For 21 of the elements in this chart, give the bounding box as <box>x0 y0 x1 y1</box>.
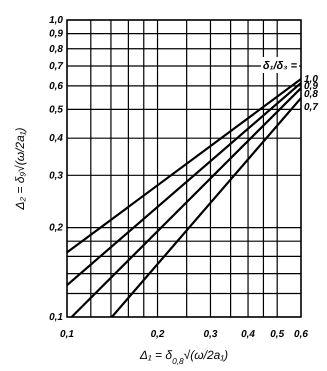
x-tick-label: 0,3 <box>204 329 218 340</box>
x-tick-label: 0,2 <box>150 329 165 340</box>
series-label: 0,7 <box>304 102 318 114</box>
series-label: 0,8 <box>304 89 318 100</box>
y-tick-label: 0,1 <box>49 312 64 323</box>
legend-title: δ₁/δ₃ = <box>262 60 298 72</box>
y-tick-label: 0,2 <box>49 222 64 234</box>
y-tick-label: 0,8 <box>49 44 64 55</box>
y-tick-label: 0,3 <box>49 170 64 182</box>
y-tick-label: 0,5 <box>49 104 64 116</box>
y-tick-label: 0,9 <box>49 28 64 40</box>
x-tick-label: 0,6 <box>294 329 308 340</box>
y-tick-label: 0,7 <box>49 61 64 72</box>
y-tick-label: 1,0 <box>49 15 64 26</box>
x-tick-label: 0,5 <box>270 329 285 340</box>
x-tick-label: 0,1 <box>60 329 74 340</box>
x-tick-label: 0,4 <box>241 329 256 340</box>
y-tick-label: 0,6 <box>49 80 64 92</box>
x-axis-title: Δ₁ = δ$_{0,8}$√(ω/2a₁) <box>138 348 228 366</box>
y-tick-label: 0,4 <box>49 133 64 144</box>
y-axis-title: Δ₂ = δ₉√(ω/2a₁) <box>13 127 27 211</box>
